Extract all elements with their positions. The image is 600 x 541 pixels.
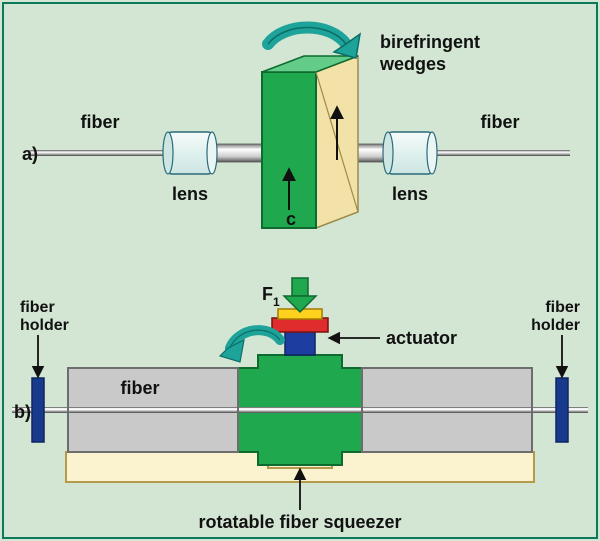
lens-right bbox=[383, 132, 437, 174]
fiber-label-right-a: fiber bbox=[480, 112, 519, 132]
fiber-holder-label-r1: fiber bbox=[545, 299, 580, 316]
squeezer-label: rotatable fiber squeezer bbox=[198, 512, 401, 532]
actuator-blue bbox=[285, 331, 315, 355]
lens-left bbox=[163, 132, 217, 174]
panel-a-label: a) bbox=[22, 144, 38, 164]
fiber-holder-left bbox=[32, 378, 44, 442]
panel-b-label: b) bbox=[14, 402, 31, 422]
fiber-label-b: fiber bbox=[120, 378, 159, 398]
lens-label-left: lens bbox=[172, 184, 208, 204]
c-label: c bbox=[286, 209, 296, 229]
fiber-holder-label-l2: holder bbox=[20, 317, 69, 334]
actuator-label: actuator bbox=[386, 328, 457, 348]
fiber-right-a bbox=[425, 150, 570, 156]
lens-label-right: lens bbox=[392, 184, 428, 204]
fiber-holder-right bbox=[556, 378, 568, 442]
birefringent-label-2: wedges bbox=[379, 54, 446, 74]
fiber-left-a bbox=[30, 150, 175, 156]
diagram-canvas: c a) fiber fiber lens lens birefringent … bbox=[0, 0, 600, 541]
birefringent-label-1: birefringent bbox=[380, 32, 480, 52]
fiber-label-left-a: fiber bbox=[80, 112, 119, 132]
actuator-red bbox=[272, 318, 328, 332]
fiber-holder-label-r2: holder bbox=[531, 317, 580, 334]
birefringent-wedges: c bbox=[262, 56, 358, 229]
fiber-holder-label-l1: fiber bbox=[20, 299, 55, 316]
